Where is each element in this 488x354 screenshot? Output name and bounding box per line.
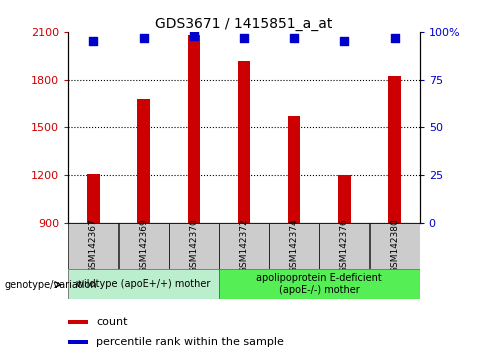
Bar [388, 76, 401, 223]
Bar [219, 269, 420, 299]
Text: GSM142372: GSM142372 [240, 219, 248, 273]
Point [341, 39, 348, 44]
Bar [369, 223, 420, 269]
Text: wildtype (apoE+/+) mother: wildtype (apoE+/+) mother [77, 279, 211, 289]
Text: GSM142369: GSM142369 [139, 219, 148, 273]
Text: GSM142367: GSM142367 [89, 219, 98, 273]
Bar [288, 116, 301, 223]
Text: GSM142376: GSM142376 [340, 219, 349, 273]
Title: GDS3671 / 1415851_a_at: GDS3671 / 1415851_a_at [155, 17, 333, 31]
Bar [169, 223, 219, 269]
Text: count: count [97, 316, 128, 327]
Bar [137, 99, 150, 223]
Bar [338, 175, 351, 223]
Bar [68, 320, 88, 324]
Text: GSM142374: GSM142374 [290, 219, 299, 273]
Bar [68, 269, 219, 299]
Bar [269, 223, 319, 269]
Point [290, 35, 298, 40]
Text: apolipoprotein E-deficient
(apoE-/-) mother: apolipoprotein E-deficient (apoE-/-) mot… [256, 273, 382, 295]
Point [240, 35, 248, 40]
Bar [187, 35, 200, 223]
Point [190, 33, 198, 39]
Text: GSM142380: GSM142380 [390, 219, 399, 273]
Bar [238, 61, 250, 223]
Bar [87, 174, 100, 223]
Bar [319, 223, 369, 269]
Bar [68, 223, 119, 269]
Point [89, 39, 97, 44]
Point [391, 35, 399, 40]
Bar [68, 340, 88, 344]
Text: percentile rank within the sample: percentile rank within the sample [97, 337, 285, 347]
Text: genotype/variation: genotype/variation [5, 280, 98, 290]
Bar [119, 223, 169, 269]
Point [140, 35, 147, 40]
Bar [219, 223, 269, 269]
Text: GSM142370: GSM142370 [189, 219, 198, 273]
